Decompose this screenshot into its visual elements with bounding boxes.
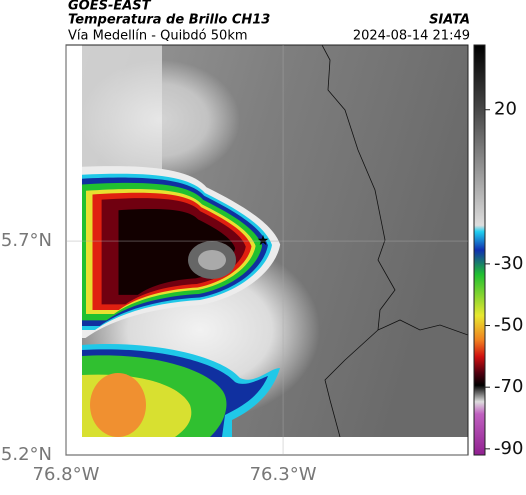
x-tick-label: 76.3°W <box>250 464 317 485</box>
colorbar-tick-label: -50 <box>494 315 523 336</box>
datetime: 2024-08-14 21:49 <box>353 29 470 44</box>
title: GOES-EAST <box>68 0 152 14</box>
route: Vía Medellín - Quibdó 50km <box>68 29 248 44</box>
x-tick-label: 76.8°W <box>33 464 100 485</box>
y-tick-label: 5.7°N <box>1 230 52 251</box>
subtitle: Temperatura de Brillo CH13 <box>68 13 270 28</box>
colorbar-tick-label: -70 <box>494 376 523 397</box>
colorbar-tick-label: -30 <box>494 253 523 274</box>
source: SIATA <box>429 13 470 28</box>
colorbar-tick-label: -90 <box>494 438 523 459</box>
y-tick-label: 5.2°N <box>1 444 52 465</box>
colorbar-tick-label: 20 <box>494 99 517 120</box>
colorbar <box>473 44 486 456</box>
